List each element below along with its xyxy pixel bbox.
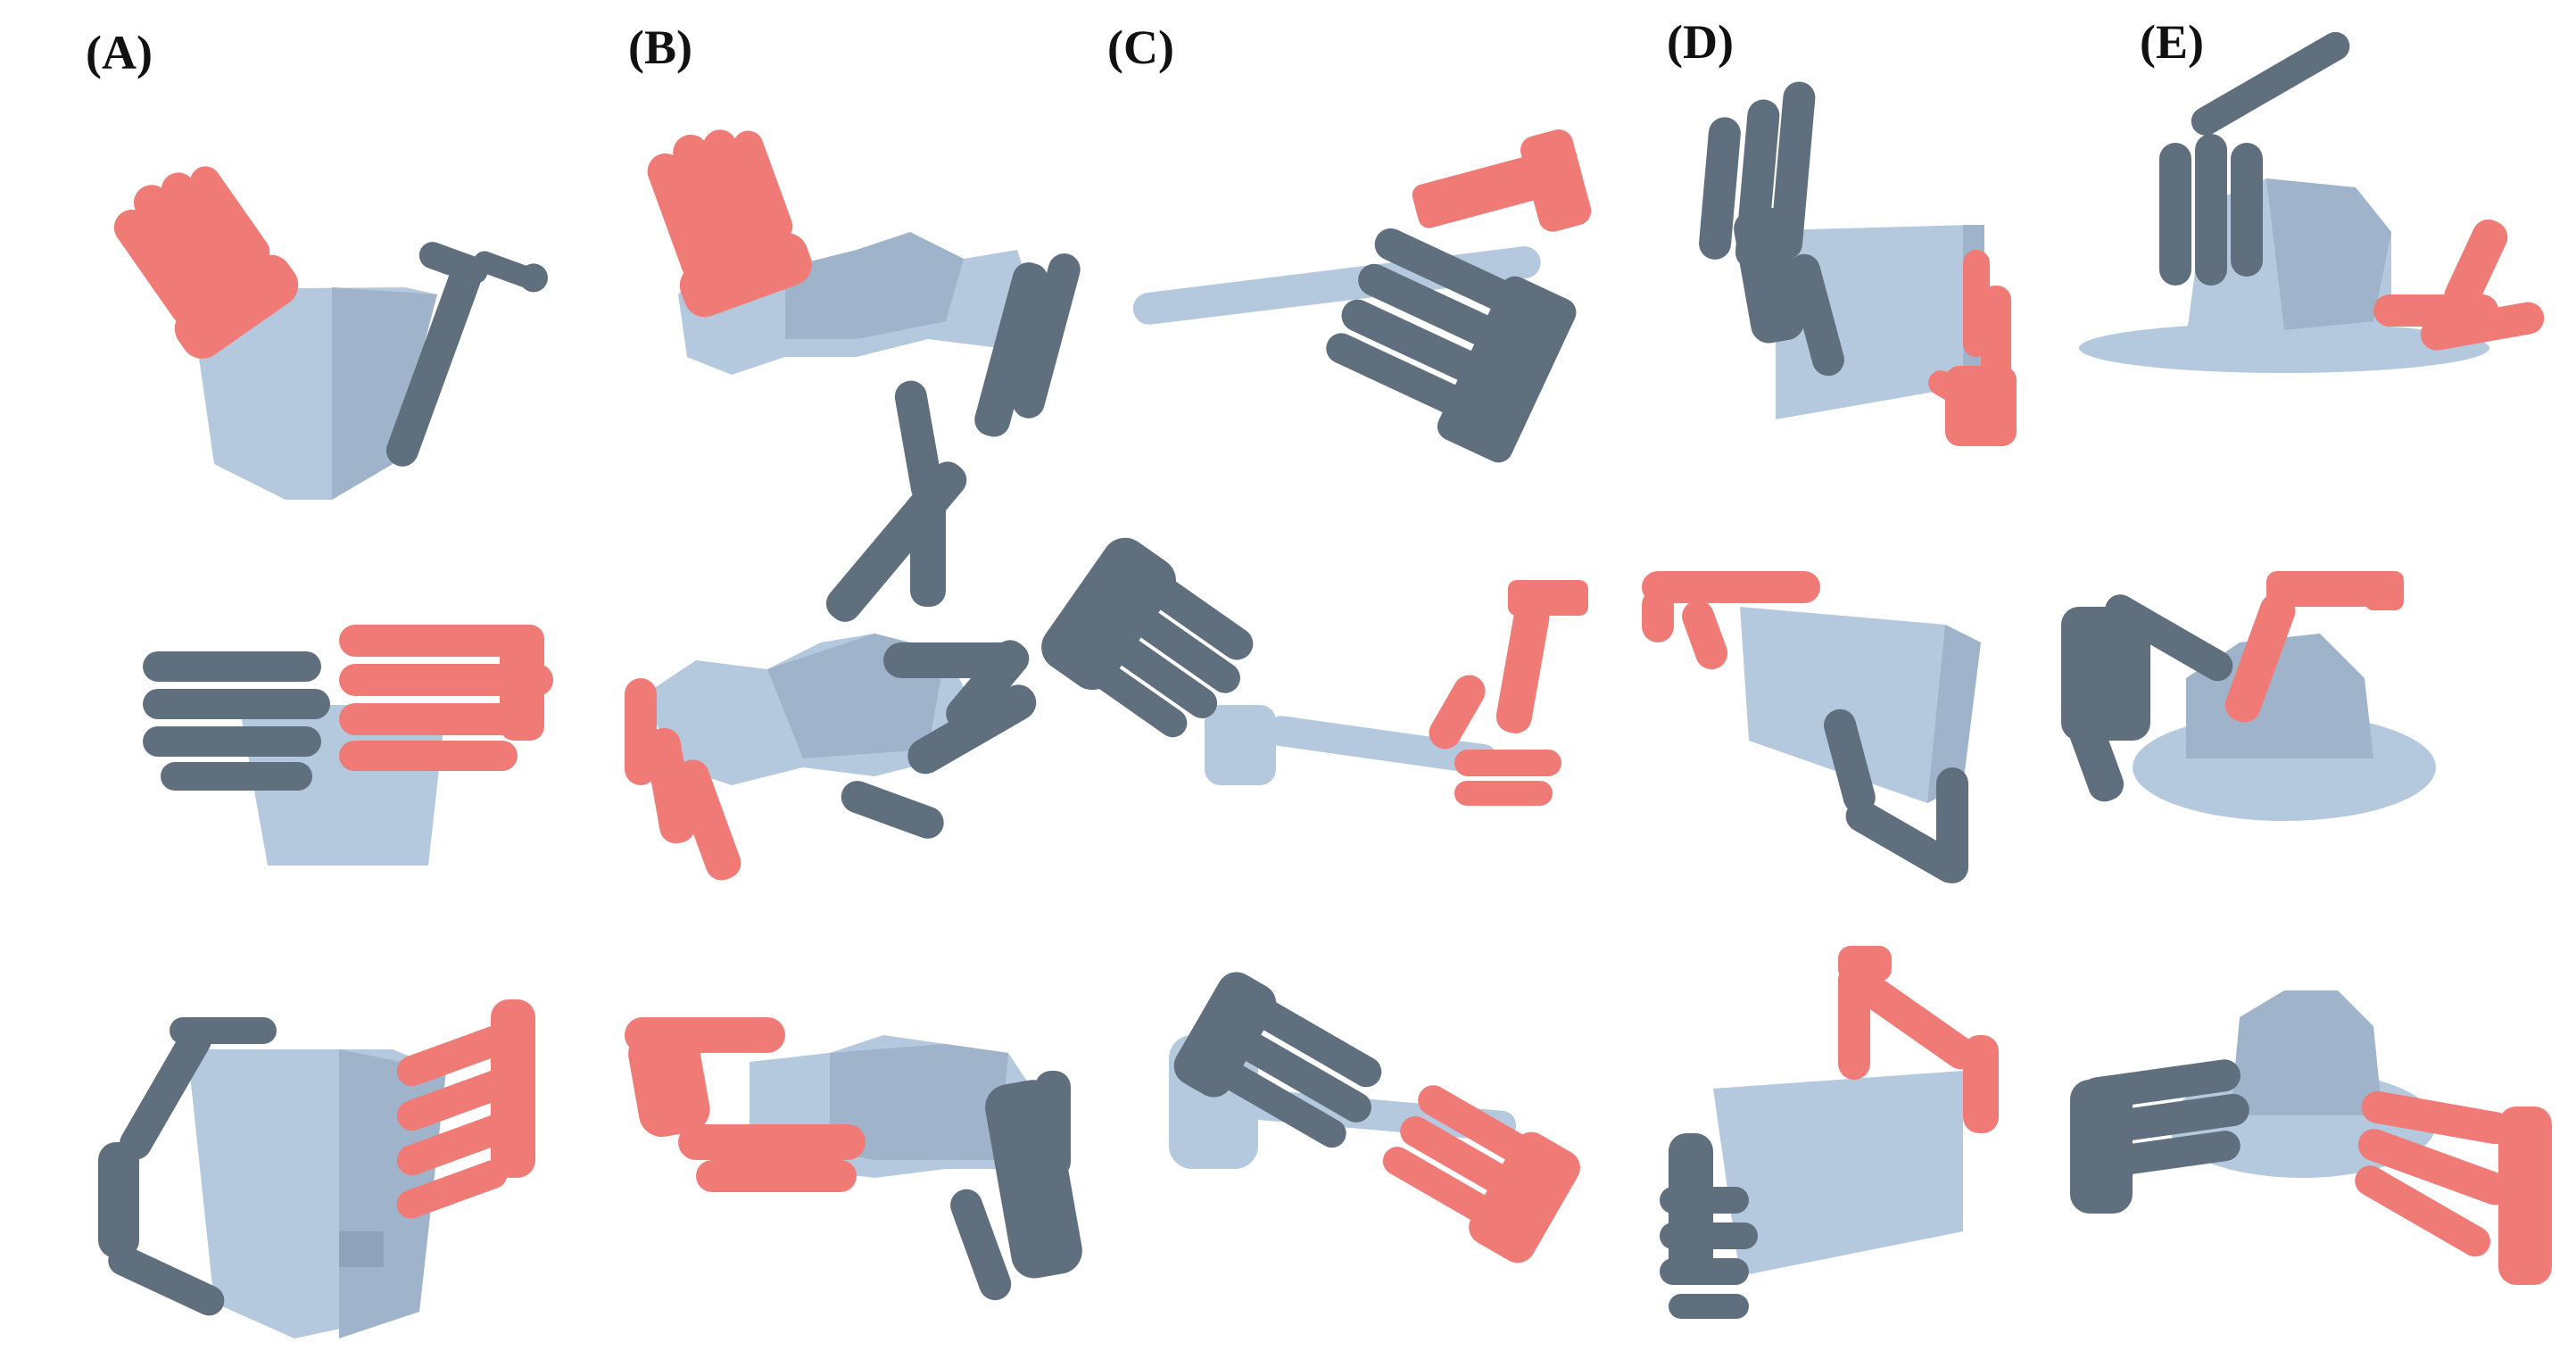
scene-d-row1 — [1699, 81, 2017, 446]
panel-label-c: (C) — [1107, 21, 1174, 74]
scene-b-row3 — [625, 1017, 1082, 1301]
panel-label-a: (A) — [86, 26, 153, 79]
scene-a-row1 — [95, 144, 548, 500]
box-object — [1713, 1071, 1963, 1276]
left-hand — [625, 1017, 866, 1192]
right-hand — [841, 640, 1037, 839]
panel-label-d: (D) — [1667, 15, 1734, 69]
left-hand — [2355, 1090, 2552, 1285]
scene-e-row3 — [2070, 990, 2552, 1285]
panel-label-b: (B) — [628, 21, 692, 74]
left-hand — [625, 678, 741, 881]
left-hand — [1429, 580, 1588, 806]
left-hand — [339, 625, 553, 771]
scene-c-row3 — [1169, 972, 1580, 1264]
left-hand — [1642, 571, 1820, 670]
left-hand — [1382, 1085, 1580, 1264]
hammer-object — [1205, 705, 1276, 785]
box-object — [1740, 607, 1981, 803]
scene-c-row1 — [1132, 129, 1592, 463]
left-hand — [1928, 250, 2017, 446]
scene-c-row2 — [1031, 528, 1588, 806]
scene-d-row3 — [1660, 946, 1999, 1319]
scene-e-row2 — [2061, 571, 2436, 821]
scene-e-row1 — [2079, 31, 2545, 373]
left-hand — [396, 999, 535, 1219]
right-hand — [825, 253, 1081, 622]
scene-b-row2 — [625, 634, 1037, 881]
left-hand — [1838, 946, 1999, 1133]
scene-a-row2 — [143, 625, 553, 866]
right-hand — [950, 1071, 1082, 1301]
scene-b-row1 — [631, 109, 1081, 622]
right-hand — [2159, 31, 2350, 286]
right-hand — [1173, 972, 1382, 1148]
right-hand — [98, 1017, 277, 1316]
right-hand — [2061, 594, 2233, 802]
scene-d-row2 — [1642, 571, 1981, 883]
right-hand — [2070, 1059, 2249, 1214]
left-hand — [2373, 219, 2545, 351]
left-hand — [1412, 129, 1592, 232]
right-hand — [1326, 228, 1577, 463]
scene-a-row3 — [98, 999, 535, 1338]
left-hand — [2224, 571, 2404, 723]
right-hand — [1824, 709, 1968, 883]
right-hand — [385, 242, 548, 467]
right-hand — [1660, 1133, 1758, 1319]
hat-object — [2079, 323, 2489, 373]
right-hand — [1699, 81, 1844, 377]
panel-label-e: (E) — [2140, 15, 2204, 69]
right-hand — [143, 651, 330, 791]
